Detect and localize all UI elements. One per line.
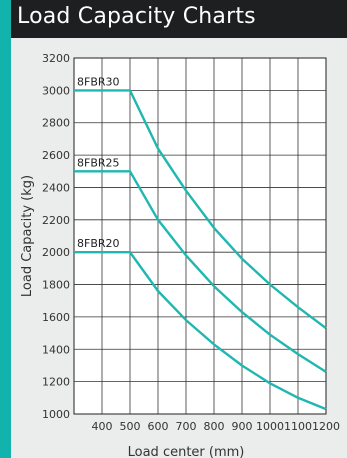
y-tick-label: 2400 [42, 181, 70, 194]
x-tick-label: 700 [176, 420, 197, 433]
y-tick-label: 1800 [42, 279, 70, 292]
x-axis-title: Load center (mm) [128, 445, 245, 458]
y-tick-label: 1400 [42, 343, 70, 356]
y-axis-title: Load Capacity (kg) [20, 175, 35, 297]
series-label-8fbr25: 8FBR25 [77, 156, 120, 169]
x-tick-label: 1000 [256, 420, 284, 433]
y-tick-label: 1600 [42, 311, 70, 324]
x-tick-label: 1100 [284, 420, 312, 433]
y-tick-label: 1000 [42, 408, 70, 421]
x-tick-label: 900 [232, 420, 253, 433]
y-tick-label: 2600 [42, 149, 70, 162]
x-tick-label: 400 [92, 420, 113, 433]
series-line-8fbr20 [74, 251, 327, 411]
y-tick-label: 3200 [42, 52, 70, 65]
accent-stripe [0, 0, 11, 458]
series-line-8fbr30 [74, 89, 327, 330]
y-tick-label: 3000 [42, 84, 70, 97]
x-tick-label: 1200 [312, 420, 340, 433]
series-line-8fbr25 [74, 170, 327, 373]
y-tick-label: 2800 [42, 117, 70, 130]
x-tick-label: 800 [204, 420, 225, 433]
x-tick-label: 500 [120, 420, 141, 433]
page-title: Load Capacity Charts [17, 4, 256, 29]
title-bar: Load Capacity Charts [11, 0, 347, 38]
y-tick-label: 1200 [42, 376, 70, 389]
y-tick-label: 2000 [42, 246, 70, 259]
y-tick-label: 2200 [42, 214, 70, 227]
x-tick-label: 600 [148, 420, 169, 433]
plot-area [73, 57, 327, 415]
series-label-8fbr30: 8FBR30 [77, 75, 120, 88]
series-label-8fbr20: 8FBR20 [77, 237, 120, 250]
